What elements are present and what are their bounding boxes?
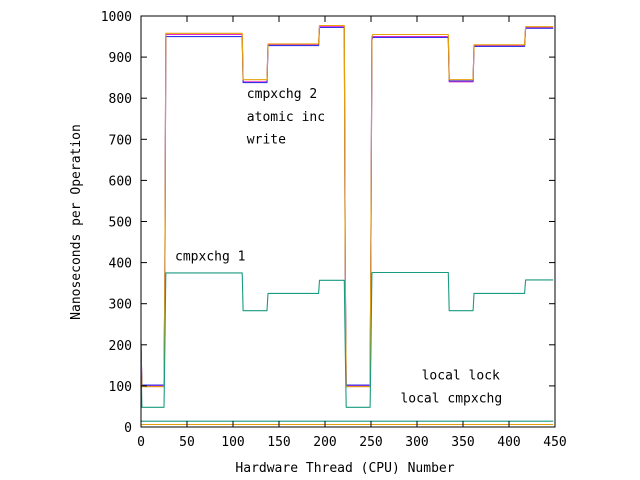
y-tick-label: 700	[109, 133, 132, 148]
x-axis-label: Hardware Thread (CPU) Number	[235, 461, 454, 476]
plot-frame	[140, 15, 556, 428]
x-tick-label: 200	[313, 435, 336, 450]
x-tick-label: 400	[497, 435, 520, 450]
y-tick-label: 800	[109, 92, 132, 107]
series-line-write	[140, 24, 554, 388]
tick-layer: 0 50 100 150 200 250 300 350 400 450 0 100 200 300 400…	[101, 10, 567, 450]
y-tick-label: 400	[109, 257, 132, 272]
y-tick-label: 600	[109, 174, 132, 189]
y-tick-label: 100	[109, 380, 132, 395]
series-line-atomic-inc	[140, 26, 554, 386]
series-line-cmpxchg-1	[140, 271, 554, 408]
series-line-cmpxchg-2	[140, 25, 554, 387]
x-tick-label: 100	[221, 435, 244, 450]
annotation-cmpxchg-1: cmpxchg 1	[175, 250, 245, 265]
series-layer	[140, 24, 554, 426]
x-tick-label: 450	[543, 435, 566, 450]
x-tick-label: 250	[359, 435, 382, 450]
x-tick-label: 350	[451, 435, 474, 450]
y-axis-label: Nanoseconds per Operation	[69, 124, 84, 320]
annotation-atomic-inc: atomic inc	[247, 110, 325, 125]
x-tick-label: 150	[267, 435, 290, 450]
y-tick-label: 500	[109, 216, 132, 231]
y-tick-label: 0	[124, 421, 132, 436]
y-tick-label: 900	[109, 51, 132, 66]
annotation-local-lock: local lock	[422, 369, 500, 384]
x-tick-label: 300	[405, 435, 428, 450]
y-tick-label: 1000	[101, 10, 132, 25]
x-tick-label: 0	[137, 435, 145, 450]
y-tick-label: 200	[109, 339, 132, 354]
x-tick-label: 50	[179, 435, 195, 450]
annotation-layer: cmpxchg 2 atomic inc write cmpxchg 1 local l…	[175, 87, 502, 406]
y-tick-label: 300	[109, 298, 132, 313]
annotation-local-cmpxchg: local cmpxchg	[400, 391, 502, 406]
annotation-write: write	[247, 132, 286, 147]
annotation-cmpxchg-2: cmpxchg 2	[247, 87, 317, 102]
